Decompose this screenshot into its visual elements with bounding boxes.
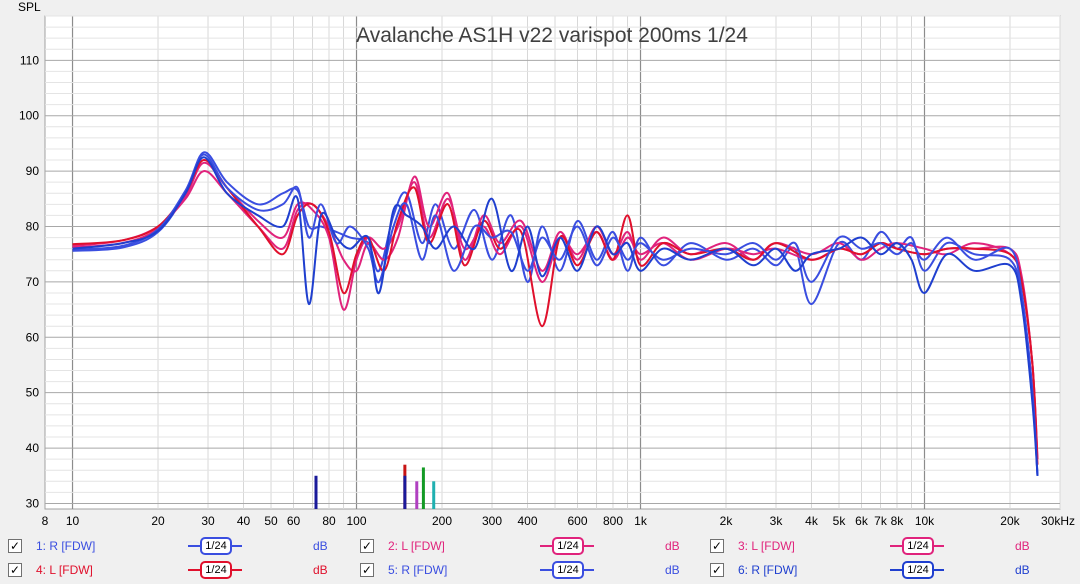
- series-line-4: [72, 159, 1039, 465]
- unit-label: dB: [1015, 539, 1030, 553]
- window-marker: [314, 475, 318, 509]
- unit-label: dB: [665, 539, 680, 553]
- x-tick-label: 80: [322, 514, 336, 528]
- smoothing-selector[interactable]: 1/24: [188, 536, 242, 556]
- y-tick-label: 110: [20, 53, 39, 67]
- x-tick-label: 100: [346, 514, 366, 528]
- legend-label: 3: L [FDW]: [738, 539, 795, 553]
- legend-item-3[interactable]: ✓ 3: L [FDW] 1/24 dB: [710, 536, 1040, 556]
- unit-label: dB: [1015, 563, 1030, 577]
- x-tick-label: 20: [151, 514, 165, 528]
- legend-label: 2: L [FDW]: [388, 539, 445, 553]
- x-tick-label: 10: [66, 514, 80, 528]
- smoothing-selector[interactable]: 1/24: [188, 560, 242, 580]
- smoothing-selector[interactable]: 1/24: [890, 536, 944, 556]
- x-tick-label: 60: [287, 514, 301, 528]
- series-line-2: [72, 170, 1039, 460]
- x-tick-label: 200: [432, 514, 452, 528]
- legend: ✓ 1: R [FDW] 1/24 dB ✓ 2: L [FDW] 1/24 d…: [0, 532, 1080, 584]
- x-tick-label: 8: [42, 514, 49, 528]
- unit-label: dB: [665, 563, 680, 577]
- y-tick-label: 80: [26, 219, 40, 233]
- x-tick-label: 400: [517, 514, 537, 528]
- markers-group: [314, 464, 436, 509]
- window-marker: [421, 467, 425, 509]
- unit-label: dB: [313, 539, 328, 553]
- y-tick-label: 30: [26, 496, 40, 510]
- checkbox-series-4[interactable]: ✓: [8, 563, 22, 577]
- unit-label: dB: [313, 563, 328, 577]
- x-tick-label: 4k: [805, 514, 819, 528]
- checkbox-series-1[interactable]: ✓: [8, 539, 22, 553]
- x-tick-label: 1k: [634, 514, 648, 528]
- x-tick-label: 20k: [1000, 514, 1020, 528]
- checkbox-series-5[interactable]: ✓: [360, 563, 374, 577]
- window-marker: [432, 481, 436, 509]
- x-tick-label: 7k: [874, 514, 888, 528]
- series-line-5: [72, 153, 1039, 476]
- window-marker: [415, 481, 419, 509]
- legend-item-4[interactable]: ✓ 4: L [FDW] 1/24 dB: [8, 560, 338, 580]
- x-tick-label: 600: [567, 514, 587, 528]
- y-tick-label: 70: [26, 275, 40, 289]
- checkbox-series-6[interactable]: ✓: [710, 563, 724, 577]
- smoothing-selector[interactable]: 1/24: [890, 560, 944, 580]
- x-tick-label: 10k: [915, 514, 935, 528]
- tick-labels: 30 40 50 60 70 80 90 100 110 8 10 20 30 40 50 60 80 100 20…: [19, 53, 1075, 528]
- series-group: [72, 151, 1039, 476]
- y-tick-label: 50: [26, 386, 40, 400]
- x-tick-label: 6k: [855, 514, 869, 528]
- y-tick-label: 90: [26, 164, 40, 178]
- plot-area: [44, 15, 1061, 510]
- x-tick-label: 30kHz: [1041, 514, 1075, 528]
- legend-label: 1: R [FDW]: [36, 539, 96, 553]
- legend-label: 5: R [FDW]: [388, 563, 448, 577]
- y-tick-label: 60: [26, 330, 40, 344]
- x-tick-label: 30: [201, 514, 215, 528]
- x-tick-label: 40: [237, 514, 251, 528]
- series-line-6: [72, 156, 1039, 476]
- smoothing-selector[interactable]: 1/24: [540, 560, 594, 580]
- x-tick-label: 800: [603, 514, 623, 528]
- legend-label: 6: R [FDW]: [738, 563, 798, 577]
- x-tick-label: 3k: [770, 514, 784, 528]
- legend-label: 4: L [FDW]: [36, 563, 93, 577]
- legend-item-6[interactable]: ✓ 6: R [FDW] 1/24 dB: [710, 560, 1040, 580]
- chart-title: Avalanche AS1H v22 varispot 200ms 1/24: [356, 24, 748, 47]
- checkbox-series-2[interactable]: ✓: [360, 539, 374, 553]
- legend-item-1[interactable]: ✓ 1: R [FDW] 1/24 dB: [8, 536, 338, 556]
- x-tick-label: 8k: [891, 514, 905, 528]
- smoothing-selector[interactable]: 1/24: [540, 536, 594, 556]
- y-axis-label: SPL: [18, 0, 41, 14]
- frequency-response-chart: 30 40 50 60 70 80 90 100 110 8 10 20 30 40 50 60 80 100 20…: [18, 0, 1075, 528]
- x-tick-label: 5k: [833, 514, 847, 528]
- window-marker: [403, 475, 407, 509]
- y-tick-label: 100: [19, 109, 39, 123]
- legend-item-2[interactable]: ✓ 2: L [FDW] 1/24 dB: [360, 536, 690, 556]
- x-tick-label: 2k: [720, 514, 734, 528]
- x-tick-label: 300: [482, 514, 502, 528]
- y-tick-label: 40: [26, 441, 40, 455]
- x-tick-label: 50: [264, 514, 278, 528]
- checkbox-series-3[interactable]: ✓: [710, 539, 724, 553]
- legend-item-5[interactable]: ✓ 5: R [FDW] 1/24 dB: [360, 560, 690, 580]
